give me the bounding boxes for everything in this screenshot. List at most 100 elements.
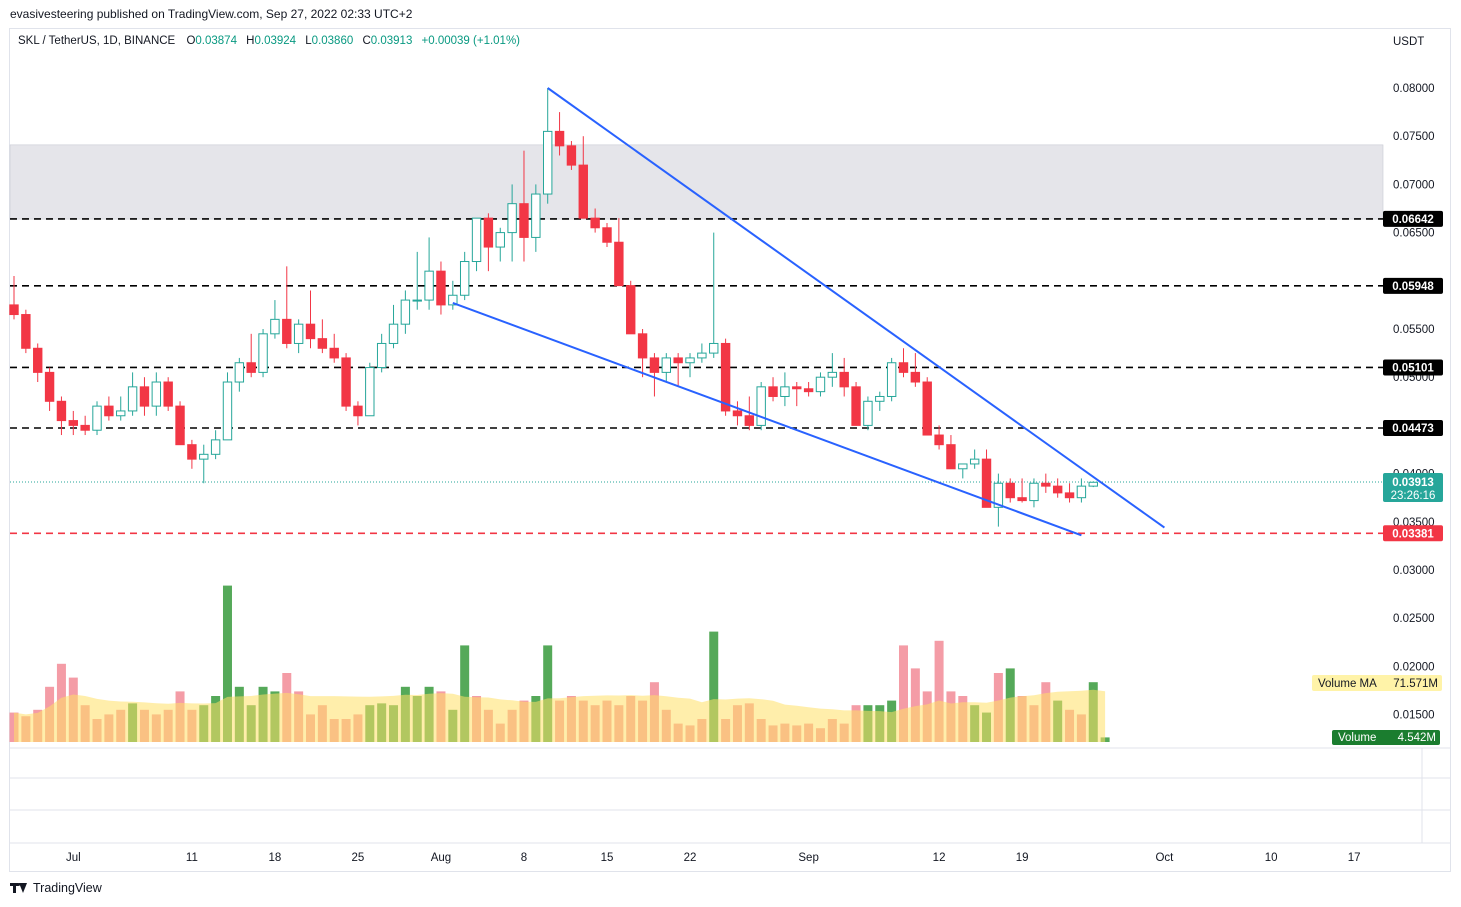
candle-body [815,376,826,393]
candles [9,88,1098,527]
time-tick-label: 18 [269,852,282,864]
candle-body [910,371,921,383]
open-value: 0.03874 [195,35,237,47]
candle [258,329,268,378]
candle-body [839,371,849,388]
candle-body [1017,497,1027,502]
candle [673,353,683,387]
supply-zone-rect [9,144,1384,220]
level-badge [1383,359,1443,376]
time-tick-label: 17 [1348,852,1361,864]
candle [33,343,43,383]
candle-body [875,395,885,402]
candle-body [661,357,671,373]
candle [637,329,648,378]
symbol-title[interactable]: SKL / TetherUS, 1D, BINANCE [18,35,176,47]
candle-body [116,410,126,417]
candle-body [9,304,19,316]
candle-body [222,381,233,441]
candle [827,353,838,387]
candle-body [697,352,707,359]
candle-body [1052,485,1063,494]
candle-body [21,314,31,349]
candle-body [199,453,209,460]
candle [815,372,826,397]
candle-body [519,203,529,238]
low-value: 0.03860 [311,35,354,47]
volume-ma-title: Volume MA [1318,678,1377,690]
time-tick-label: 15 [601,852,614,864]
candle-body [863,400,873,426]
candle [282,266,292,349]
chart-frame [9,28,1451,872]
candle [1064,483,1075,503]
candle-body [934,434,944,446]
candle [626,280,636,335]
candle [709,232,719,358]
price-tick-label: 0.07000 [1393,179,1435,191]
price-tick-label: 0.01500 [1393,710,1435,722]
price-tick-label: 0.02000 [1393,661,1435,673]
candle-body [424,270,434,301]
candle [9,275,19,320]
candle [507,184,517,262]
candle-body [483,217,494,248]
candle-body [175,405,185,446]
candle [175,401,185,446]
candle-body [969,458,980,465]
candle-body [258,333,268,373]
candle [116,396,126,421]
candle [934,425,944,450]
candle [222,372,233,441]
tradingview-logo-icon [10,882,28,894]
candle-body [436,270,446,306]
candle-body [566,145,577,166]
footer-brand[interactable]: TradingView [10,881,102,895]
candle-body [68,420,78,426]
trendline [452,302,1082,537]
candle [329,333,339,363]
time-tick-label: 10 [1265,852,1278,864]
candle-body [578,164,588,219]
candle [187,439,197,469]
volume-ma-badge [1312,675,1442,691]
candle [305,290,316,349]
candle-body [768,386,778,397]
candle [566,141,577,170]
candle-body [495,232,505,248]
price-tick-label: 0.03000 [1393,565,1435,577]
candle [365,362,375,417]
footer-brand-label: TradingView [33,881,102,895]
candle [531,184,541,252]
candle [839,357,849,397]
grid [10,747,1450,844]
volume-bar [934,640,944,742]
candle-body [507,203,517,234]
price-tick-label: 0.02500 [1393,613,1435,625]
candle-body [543,130,553,195]
candle [614,218,624,287]
candle [554,112,565,156]
candle-body [1029,482,1039,502]
candle-body [1005,482,1015,499]
trendline [547,87,1166,529]
candle [234,357,245,392]
candle [898,348,909,378]
candle [1017,478,1027,503]
candle-body [234,362,245,383]
candle [851,382,861,426]
candle [270,300,280,339]
candle-body [531,193,541,238]
candle [756,382,766,431]
candle-body [56,400,67,422]
candle [163,377,173,411]
candle [376,333,387,373]
candle-body [139,386,150,407]
candle-body [744,415,755,426]
candle [1029,478,1039,508]
candle [436,261,446,315]
candle-body [958,463,968,470]
candle-body [685,357,695,364]
candle-body [1088,481,1098,487]
